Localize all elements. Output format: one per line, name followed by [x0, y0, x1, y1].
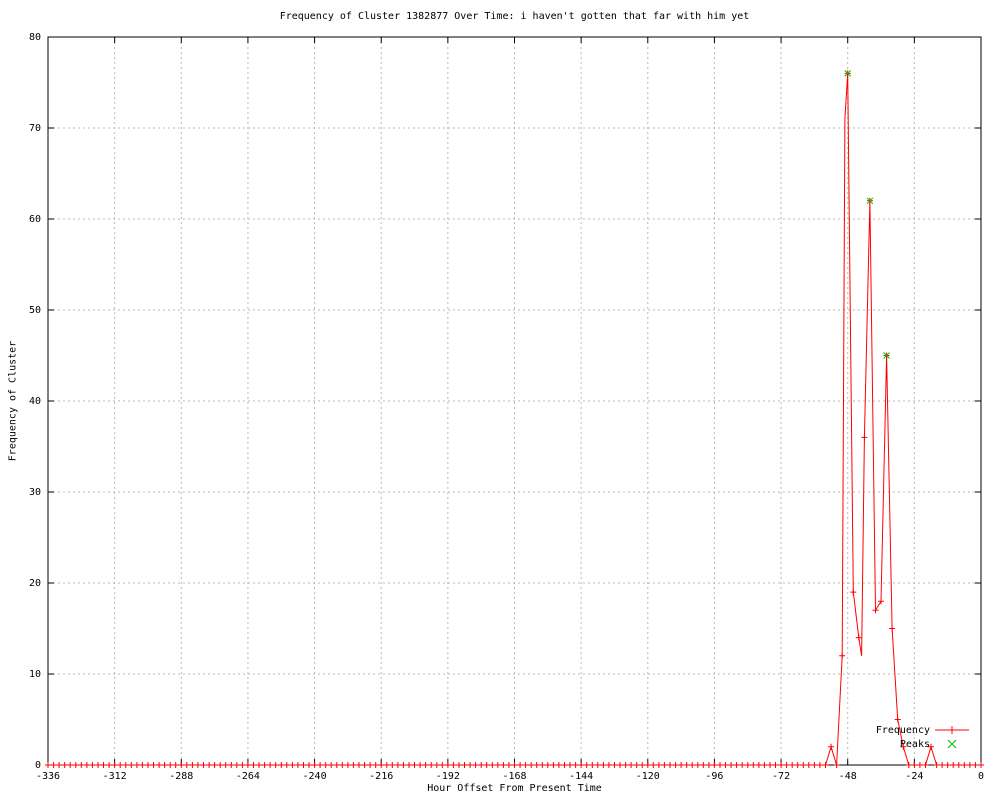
svg-text:30: 30 [29, 487, 41, 498]
tick-labels: -336 -312 -288 -264 -240 -216 -192 -168 -144 -120… [29, 32, 984, 782]
x-axis-label: Hour Offset From Present Time [427, 783, 602, 794]
svg-text:-96: -96 [705, 771, 723, 782]
svg-text:10: 10 [29, 669, 41, 680]
peaks-series-markers [844, 70, 890, 359]
legend-row-peaks: Peaks [858, 737, 970, 751]
svg-text:0: 0 [35, 760, 41, 771]
svg-text:40: 40 [29, 396, 41, 407]
svg-text:-72: -72 [772, 771, 790, 782]
svg-text:-264: -264 [236, 771, 260, 782]
frequency-series-line [45, 70, 984, 768]
svg-text:80: 80 [29, 32, 41, 43]
gridlines [48, 37, 981, 765]
svg-text:60: 60 [29, 214, 41, 225]
peaks-cross-icon [947, 739, 957, 749]
frequency-line-plus-icon [935, 726, 969, 734]
legend-row-frequency: Frequency [858, 723, 970, 737]
svg-text:20: 20 [29, 578, 41, 589]
svg-text:-168: -168 [502, 771, 526, 782]
svg-text:-24: -24 [905, 771, 923, 782]
svg-text:-216: -216 [369, 771, 393, 782]
svg-text:50: 50 [29, 305, 41, 316]
svg-text:-192: -192 [436, 771, 460, 782]
svg-text:-120: -120 [636, 771, 660, 782]
svg-text:0: 0 [978, 771, 984, 782]
svg-text:-288: -288 [169, 771, 193, 782]
legend-label-frequency: Frequency [875, 724, 930, 736]
legend: Frequency Peaks [858, 723, 970, 751]
legend-label-peaks: Peaks [899, 738, 930, 750]
svg-text:-336: -336 [36, 771, 60, 782]
svg-text:-48: -48 [839, 771, 857, 782]
svg-text:-144: -144 [569, 771, 593, 782]
chart-title: Frequency of Cluster 1382877 Over Time: … [279, 11, 750, 22]
svg-text:-240: -240 [303, 771, 327, 782]
svg-text:-312: -312 [103, 771, 127, 782]
svg-text:70: 70 [29, 123, 41, 134]
